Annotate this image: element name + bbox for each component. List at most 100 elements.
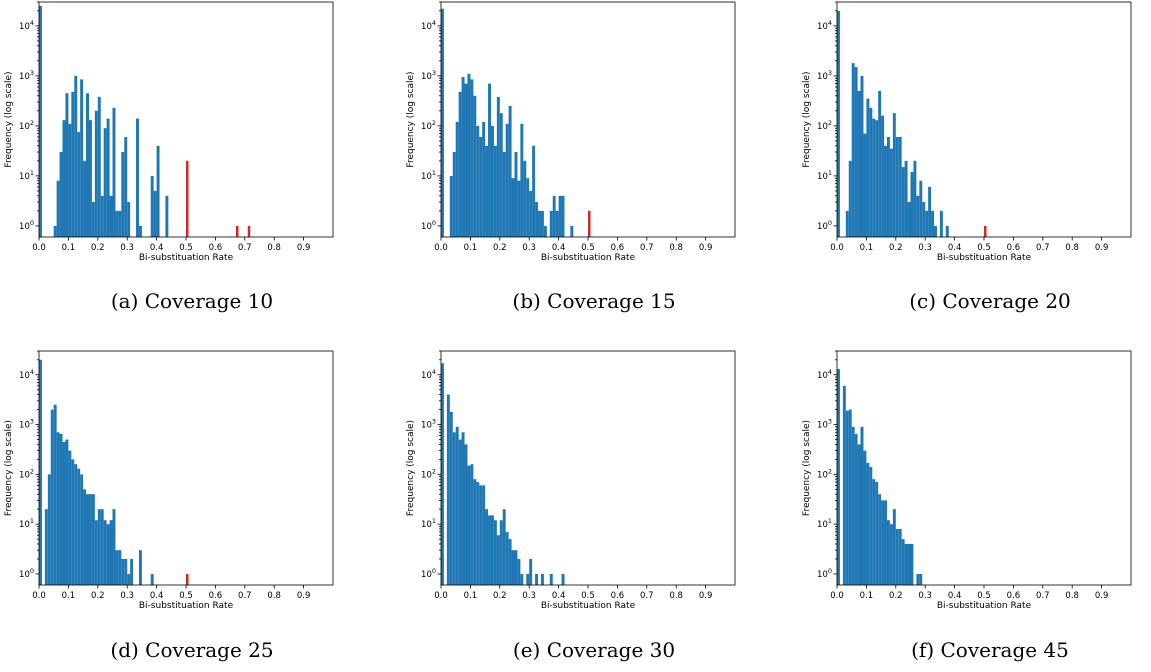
y-tick-label: 100 bbox=[421, 219, 436, 232]
bar-0-18 bbox=[892, 509, 896, 585]
y-tick-label: 102 bbox=[421, 467, 436, 480]
bar-0-6 bbox=[59, 433, 63, 585]
y-tick-label: 102 bbox=[19, 467, 34, 480]
bar-0-3 bbox=[851, 63, 855, 237]
bar-0-8 bbox=[74, 75, 78, 238]
bar-0-27 bbox=[922, 202, 926, 237]
x-tick-label: 0.7 bbox=[640, 243, 654, 253]
bar-0-30 bbox=[153, 190, 157, 237]
bar-0-16 bbox=[490, 515, 494, 585]
x-axis-label: Bi-substituation Rate bbox=[541, 253, 636, 263]
bar-0-19 bbox=[502, 152, 506, 237]
x-tick-label: 0.2 bbox=[889, 591, 903, 601]
y-tick-label: 100 bbox=[421, 567, 436, 580]
bar-0-1 bbox=[449, 175, 453, 237]
y-tick-label: 103 bbox=[19, 418, 34, 431]
bar-0-0 bbox=[39, 359, 42, 585]
bar-0-13 bbox=[881, 115, 885, 237]
bar-0-23 bbox=[109, 520, 113, 585]
bar-0-4 bbox=[455, 426, 459, 585]
bar-0-30 bbox=[540, 573, 544, 585]
y-tick-label: 102 bbox=[19, 119, 34, 132]
bar-0-15 bbox=[490, 125, 494, 237]
x-tick-label: 0.0 bbox=[32, 243, 46, 253]
bar-0-22 bbox=[106, 524, 110, 585]
x-tick-label: 0.9 bbox=[699, 243, 713, 253]
y-tick-label: 104 bbox=[19, 19, 34, 32]
x-axis-label: Bi-substituation Rate bbox=[937, 601, 1032, 611]
highlight-bar-1-0 bbox=[186, 160, 189, 237]
x-tick-label: 0.5 bbox=[581, 591, 595, 601]
subfigure-caption: (f) Coverage 45 bbox=[911, 638, 1069, 662]
bar-0-9 bbox=[470, 464, 474, 585]
bar-0-10 bbox=[71, 459, 75, 585]
bar-0-31 bbox=[156, 145, 160, 237]
y-tick-label: 100 bbox=[817, 219, 832, 232]
bar-0-13 bbox=[80, 474, 84, 585]
bar-0-20 bbox=[100, 509, 104, 585]
bar-0-20 bbox=[898, 528, 902, 585]
highlight-bar-1-0 bbox=[588, 210, 591, 237]
bar-0-13 bbox=[878, 494, 882, 585]
bar-0-21 bbox=[112, 107, 116, 237]
y-tick-label: 104 bbox=[421, 368, 436, 381]
bar-0-33 bbox=[543, 225, 547, 237]
bar-0-24 bbox=[517, 180, 521, 237]
bar-0-14 bbox=[881, 500, 885, 585]
subplot-3: 0.0 0.1 0.2 0.3 0.4 0.5 0.6 0.7 0.8 0.9 100 101 102 1… bbox=[4, 350, 334, 662]
x-tick-label: 0.3 bbox=[120, 243, 134, 253]
bar-0-3 bbox=[50, 409, 54, 585]
subfigure-caption: (c) Coverage 20 bbox=[909, 289, 1071, 313]
bar-0-30 bbox=[535, 202, 539, 237]
bar-0-4 bbox=[62, 120, 66, 237]
bar-0-19 bbox=[898, 136, 902, 237]
x-tick-label: 0.7 bbox=[640, 591, 654, 601]
bar-0-19 bbox=[895, 528, 899, 585]
x-tick-label: 0.5 bbox=[179, 243, 193, 253]
bar-0-24 bbox=[514, 550, 518, 585]
x-tick-label: 0.1 bbox=[860, 591, 874, 601]
bar-0-2 bbox=[848, 160, 852, 237]
x-tick-label: 0.9 bbox=[297, 591, 311, 601]
bar-0-5 bbox=[56, 432, 60, 585]
bar-0-5 bbox=[458, 439, 462, 585]
bar-0-0 bbox=[441, 363, 444, 585]
bar-0-17 bbox=[493, 520, 497, 585]
y-axis-label: Frequency (log scale) bbox=[802, 71, 812, 167]
x-axis-label: Bi-substituation Rate bbox=[541, 601, 636, 611]
bar-0-1 bbox=[842, 385, 846, 585]
x-tick-label: 0.7 bbox=[1036, 591, 1050, 601]
x-tick-label: 0.3 bbox=[120, 591, 134, 601]
bar-0-5 bbox=[461, 76, 465, 238]
bar-0-21 bbox=[103, 520, 107, 585]
x-tick-label: 0.1 bbox=[62, 243, 76, 253]
bar-0-25 bbox=[916, 573, 920, 585]
bar-0-8 bbox=[470, 79, 474, 238]
bar-0-29 bbox=[150, 175, 154, 237]
bar-0-18 bbox=[496, 535, 500, 585]
bar-0-25 bbox=[520, 123, 524, 237]
y-tick-label: 101 bbox=[817, 169, 832, 182]
y-tick-label: 104 bbox=[421, 19, 436, 32]
bar-0-26 bbox=[523, 160, 527, 237]
bar-0-7 bbox=[467, 73, 471, 237]
y-tick-label: 103 bbox=[817, 69, 832, 82]
y-tick-label: 103 bbox=[817, 418, 832, 431]
bar-0-21 bbox=[508, 105, 512, 237]
bar-0-22 bbox=[904, 543, 908, 585]
x-tick-label: 0.9 bbox=[1095, 591, 1109, 601]
y-axis-label: Frequency (log scale) bbox=[406, 420, 416, 516]
bar-0-4 bbox=[458, 91, 462, 237]
x-tick-label: 0.6 bbox=[611, 591, 625, 601]
bar-0-31 bbox=[549, 573, 553, 585]
bar-0-18 bbox=[94, 520, 98, 585]
x-tick-label: 0.7 bbox=[238, 591, 252, 601]
bar-0-3 bbox=[59, 152, 63, 237]
bar-0-23 bbox=[511, 550, 515, 585]
x-tick-label: 0.6 bbox=[209, 591, 223, 601]
bar-0-14 bbox=[91, 202, 95, 237]
bar-0-15 bbox=[884, 500, 887, 585]
x-axis-label: Bi-substituation Rate bbox=[139, 253, 234, 263]
bar-0-29 bbox=[535, 573, 539, 585]
